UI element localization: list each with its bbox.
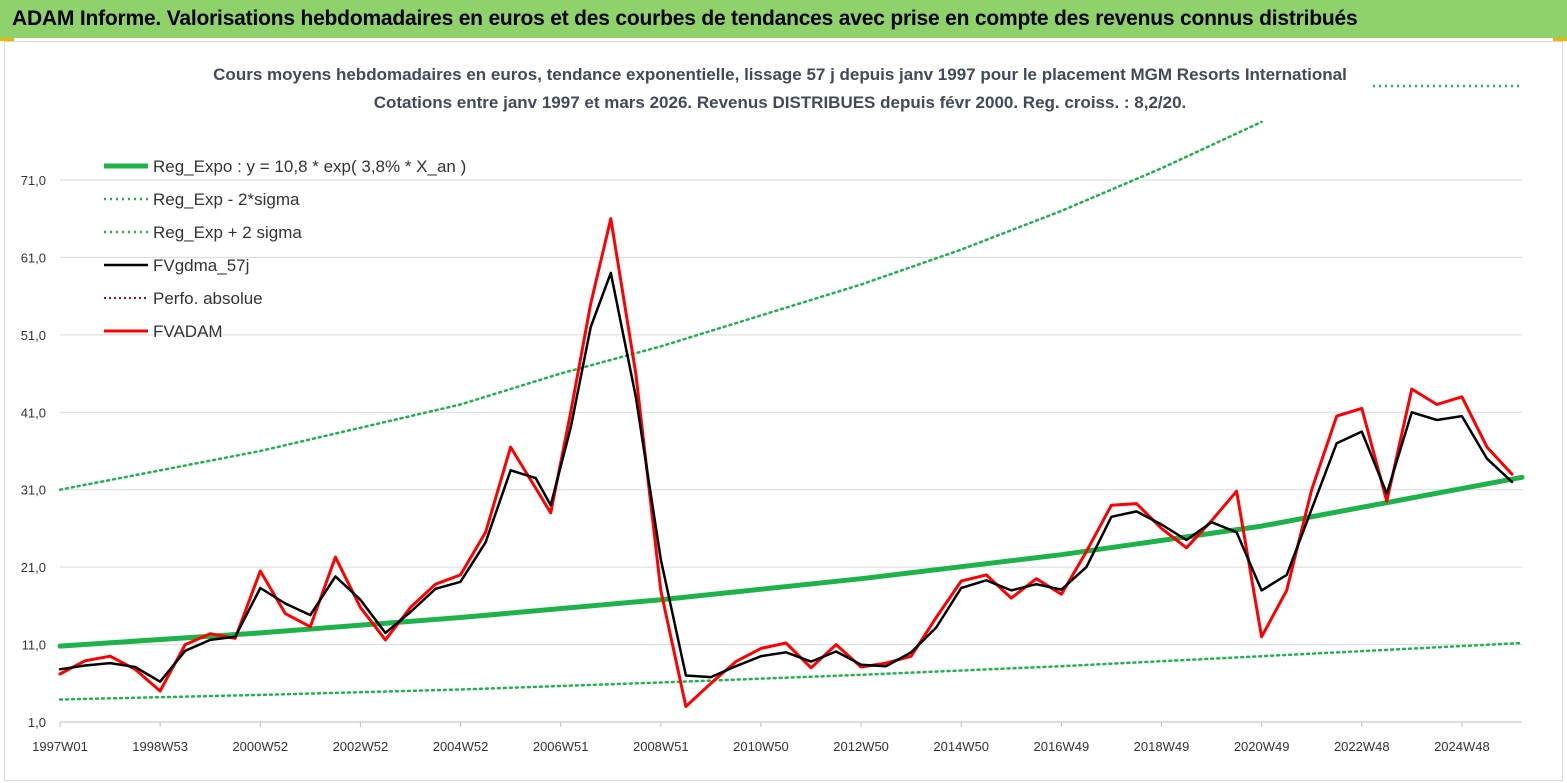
x-tick-label: 2018W49 (1134, 739, 1190, 754)
y-axis-ticks: 1,0 11,0 21,0 31,0 41,0 51,0 61,0 71,0 (21, 173, 46, 730)
x-tick-label: 2006W51 (533, 739, 589, 754)
legend-label-reg-exp-plus-2sigma: Reg_Exp + 2 sigma (153, 223, 302, 242)
x-tick-label: 2016W49 (1034, 739, 1090, 754)
x-tick-label: 2024W48 (1434, 739, 1490, 754)
y-tick-label: 41,0 (21, 405, 46, 420)
grid-lines (60, 179, 1522, 723)
y-tick-label: 61,0 (21, 250, 46, 265)
series-line-reg-exp-minus-2sigma (58, 641, 1524, 701)
x-tick-label: 2012W50 (833, 739, 889, 754)
legend-label-reg-expo: Reg_Expo : y = 10,8 * exp( 3,8% * X_an ) (153, 157, 466, 176)
x-tick-label: 2008W51 (633, 739, 689, 754)
x-axis-ticks: 1997W01 1998W53 2000W52 2002W52 2004W52 2006W… (32, 722, 1490, 754)
chart-subtitle-line2: Cotations entre janv 1997 et mars 2026. … (374, 93, 1187, 112)
x-tick-label: 2004W52 (433, 739, 489, 754)
header-accent-right (1553, 38, 1567, 41)
x-tick-label: 2000W52 (232, 739, 288, 754)
x-tick-label: 1997W01 (32, 739, 88, 754)
series-line-reg-exp-plus-2sigma (58, 120, 1263, 491)
y-tick-label: 31,0 (21, 483, 46, 498)
x-tick-label: 2002W52 (333, 739, 389, 754)
report-title-bar: ADAM Informe. Valorisations hebdomadaire… (0, 0, 1567, 38)
y-tick-label: 51,0 (21, 328, 46, 343)
y-tick-label: 1,0 (28, 715, 46, 730)
legend-label-reg-exp-minus-2sigma: Reg_Exp - 2*sigma (153, 190, 300, 209)
chart-subtitle-line1: Cours moyens hebdomadaires en euros, ten… (213, 65, 1347, 84)
series-layer (57, 120, 1525, 708)
chart-frame (4, 41, 1563, 781)
legend-label-fvgdma-57j: FVgdma_57j (153, 256, 249, 275)
series-line-fvadam (58, 217, 1514, 708)
legend-label-fvadam: FVADAM (153, 322, 223, 341)
report-title: ADAM Informe. Valorisations hebdomadaire… (12, 7, 1358, 30)
y-tick-label: 11,0 (22, 638, 46, 653)
y-tick-label: 21,0 (21, 560, 46, 575)
series-line-fvgdma-57j (58, 271, 1514, 683)
x-tick-label: 2010W50 (733, 739, 789, 754)
x-tick-label: 2014W50 (933, 739, 989, 754)
legend-label-perfo-absolue: Perfo. absolue (153, 289, 263, 308)
x-tick-label: 2020W49 (1234, 739, 1290, 754)
header-accent-left (0, 38, 14, 41)
x-tick-label: 1998W53 (132, 739, 188, 754)
legend: Reg_Expo : y = 10,8 * exp( 3,8% * X_an )… (104, 84, 1520, 341)
x-tick-label: 2022W48 (1334, 739, 1390, 754)
y-tick-label: 71,0 (21, 173, 46, 188)
series-line-reg-expo (57, 474, 1525, 649)
